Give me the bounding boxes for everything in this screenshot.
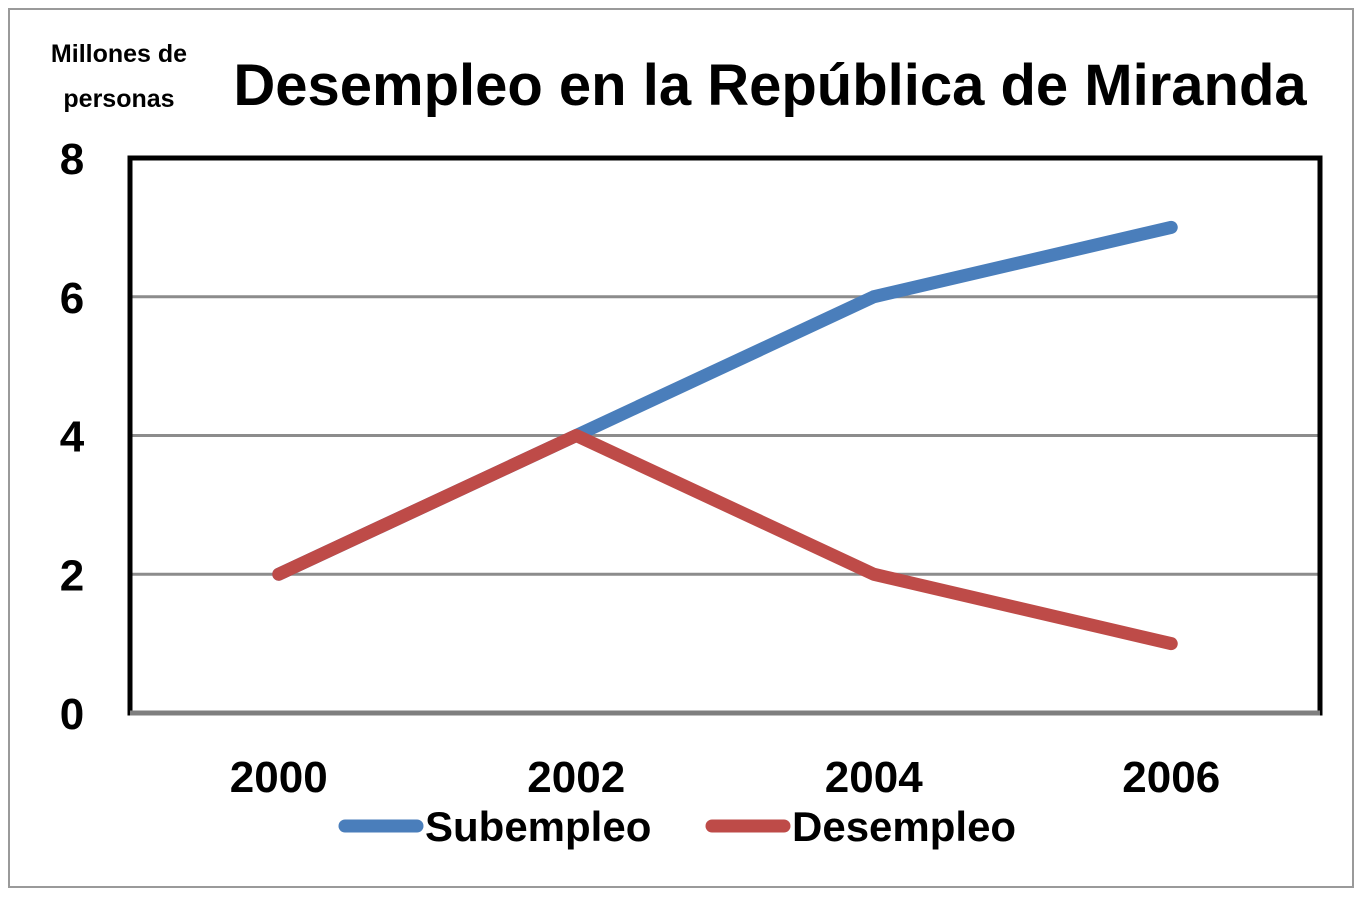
x-tick-label: 2006: [1122, 753, 1220, 802]
y-tick-label: 4: [60, 413, 85, 462]
y-tick-label: 0: [60, 690, 84, 739]
series-line-desempleo: [272, 429, 1178, 651]
legend: Subempleo Desempleo: [338, 803, 1016, 850]
x-tick-label: 2002: [527, 753, 625, 802]
series-line-subempleo: [272, 220, 1178, 581]
y-axis-label: Millones de personas: [50, 40, 188, 113]
y-axis-ticks: 0 2 4 6 8: [60, 135, 85, 739]
x-axis-ticks: 2000 2002 2004 2006: [230, 753, 1220, 802]
y-tick-label: 6: [60, 274, 84, 323]
y-tick-label: 8: [60, 135, 84, 184]
grid-lines: [130, 295, 1320, 576]
legend-label: Desempleo: [792, 803, 1016, 850]
legend-label: Subempleo: [425, 803, 651, 850]
chart-frame: [8, 8, 1354, 888]
x-tick-label: 2004: [825, 753, 923, 802]
series-lines: [272, 220, 1178, 651]
chart-title: Desempleo en la República de Miranda: [233, 53, 1307, 118]
y-tick-label: 2: [60, 551, 84, 600]
x-tick-label: 2000: [230, 753, 328, 802]
